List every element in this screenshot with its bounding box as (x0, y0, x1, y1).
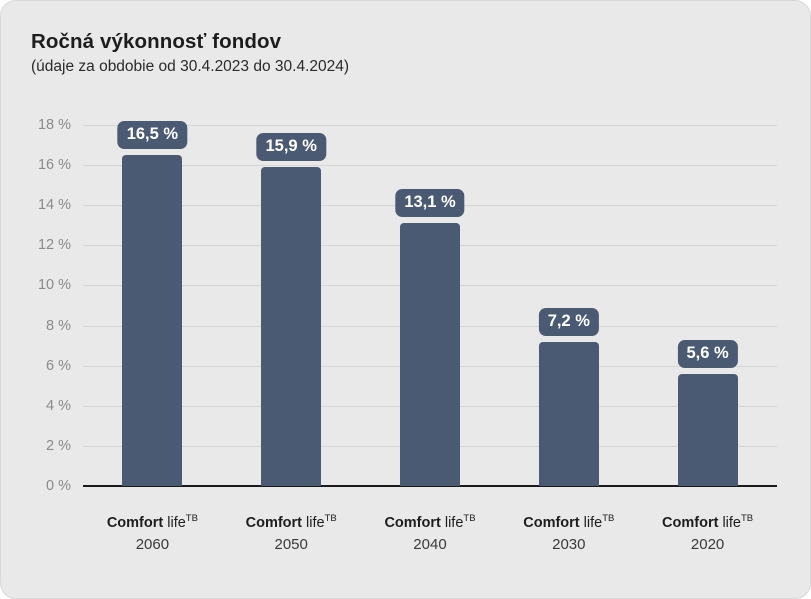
x-axis-category-label: Comfort lifeTB 2030 (523, 513, 614, 556)
gridline (83, 125, 777, 126)
x-axis-category-label: Comfort lifeTB 2060 (107, 513, 198, 556)
category-brand: Comfort (384, 515, 441, 531)
category-product: life (440, 515, 464, 531)
category-product: life (718, 515, 742, 531)
bar-value-label: 15,9 % (256, 133, 326, 162)
bar-value-label: 16,5 % (117, 121, 188, 150)
bar-value-label: 7,2 % (538, 307, 599, 336)
category-superscript: TB (185, 513, 198, 525)
category-brand: Comfort (662, 515, 719, 531)
x-axis-category-label: Comfort lifeTB 2040 (384, 513, 475, 556)
category-superscript: TB (463, 513, 476, 525)
bar[interactable] (538, 341, 599, 486)
chart-header: Ročná výkonnosť fondov (údaje za obdobie… (31, 29, 771, 78)
category-product: life (579, 515, 603, 531)
x-axis-category-labels: Comfort lifeTB 2060 Comfort lifeTB 2050 Comf… (83, 513, 777, 573)
x-axis-category-label: Comfort lifeTB 2020 (662, 513, 753, 556)
chart-subtitle: (údaje za obdobie od 30.4.2023 do 30.4.2… (31, 58, 350, 75)
bar[interactable] (122, 155, 183, 486)
y-axis-tick-label: 8 % (46, 317, 71, 334)
category-brand: Comfort (245, 515, 303, 531)
y-axis-tick-label: 2 % (46, 437, 71, 454)
category-year: 2050 (274, 536, 308, 553)
bar[interactable] (261, 167, 322, 486)
bar[interactable] (400, 223, 460, 486)
category-superscript: TB (741, 513, 754, 525)
y-axis-tick-label: 14 % (37, 197, 71, 214)
y-axis-tick-label: 6 % (46, 357, 71, 374)
bars-layer: 16,5 % 15,9 % 13,1 % 7,2 % 5,6 % (83, 121, 777, 486)
bar-value-label: 13,1 % (395, 189, 465, 218)
y-axis-tick-labels: 0 % 2 % 4 % 6 % 8 % 10 % 12 % 14 % 16 % 18 % (15, 117, 71, 494)
y-axis-tick-label: 12 % (37, 237, 71, 254)
category-superscript: TB (602, 513, 615, 525)
page-title: Ročná výkonnosť fondov (31, 30, 282, 53)
category-year: 2030 (552, 536, 586, 553)
x-axis-line (83, 485, 777, 487)
gridline (83, 165, 777, 167)
category-brand: Comfort (106, 515, 164, 531)
y-axis-tick-label: 18 % (37, 117, 71, 133)
category-superscript: TB (324, 513, 337, 525)
category-product: life (163, 515, 186, 531)
category-year: 2020 (690, 536, 725, 553)
bar-value-label: 5,6 % (677, 339, 738, 368)
y-axis-tick-label: 4 % (46, 397, 71, 414)
category-year: 2060 (135, 536, 170, 553)
category-product: life (302, 515, 325, 531)
y-axis-tick-label: 10 % (37, 277, 71, 294)
y-axis-tick-label: 16 % (37, 157, 71, 174)
x-axis-category-label: Comfort lifeTB 2050 (246, 513, 337, 556)
y-axis-tick-label: 0 % (46, 478, 71, 494)
category-brand: Comfort (523, 515, 580, 531)
bar[interactable] (677, 373, 738, 486)
category-year: 2040 (413, 536, 447, 553)
